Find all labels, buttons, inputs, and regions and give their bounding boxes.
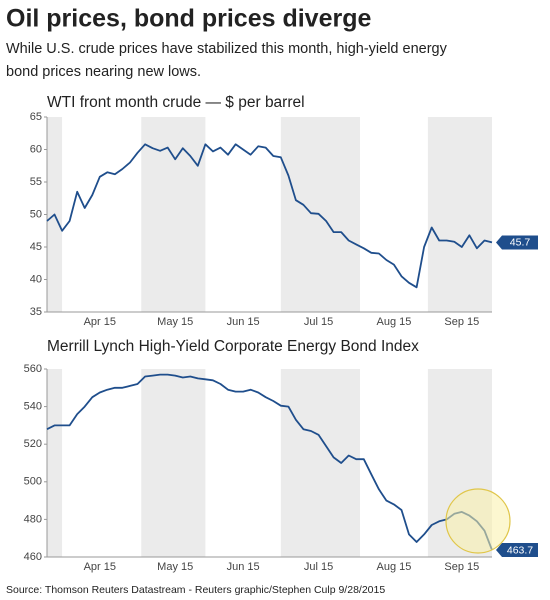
- month-band: [427, 117, 492, 312]
- value-label: 463.7: [507, 544, 533, 556]
- x-tick-label: Aug 15: [377, 316, 412, 328]
- y-tick-label: 560: [24, 363, 42, 375]
- y-tick-label: 50: [30, 208, 42, 220]
- subtitle: While U.S. crude prices have stabilized …: [6, 41, 448, 57]
- y-tick-label: 55: [30, 176, 42, 188]
- x-tick-label: Sep 15: [444, 561, 479, 573]
- x-tick-label: Apr 15: [84, 316, 116, 328]
- highlight-circle: [445, 488, 511, 554]
- value-label: 45.7: [510, 237, 531, 249]
- month-band: [141, 369, 206, 557]
- chart-title: Merrill Lynch High-Yield Corporate Energ…: [47, 338, 419, 355]
- x-tick-label: Jun 15: [227, 316, 260, 328]
- y-tick-label: 35: [30, 306, 42, 318]
- y-tick-label: 500: [24, 476, 42, 488]
- value-flag: [496, 543, 538, 558]
- page-title: Oil prices, bond prices diverge: [6, 5, 371, 33]
- x-tick-label: Aug 15: [377, 561, 412, 573]
- x-tick-label: Jul 15: [304, 316, 333, 328]
- y-tick-label: 65: [30, 111, 42, 123]
- line: [46, 373, 493, 551]
- value-flag: [496, 235, 538, 250]
- y-tick-label: 460: [24, 551, 42, 563]
- x-tick-label: Sep 15: [444, 316, 479, 328]
- y-tick-label: 60: [30, 143, 42, 155]
- source: Source: Thomson Reuters Datastream - Reu…: [6, 584, 385, 596]
- subtitle: bond prices nearing new lows.: [6, 64, 201, 80]
- x-tick-label: May 15: [157, 561, 193, 573]
- y-tick-label: 40: [30, 273, 42, 285]
- y-tick-label: 45: [30, 241, 42, 253]
- month-band: [141, 117, 206, 312]
- line: [46, 143, 493, 289]
- x-tick-label: Jul 15: [304, 561, 333, 573]
- month-band: [280, 369, 361, 557]
- y-tick-label: 480: [24, 513, 42, 525]
- chart-title: WTI front month crude — $ per barrel: [47, 94, 305, 111]
- month-band: [47, 369, 63, 557]
- x-tick-label: Apr 15: [84, 561, 116, 573]
- x-tick-label: Jun 15: [227, 561, 260, 573]
- y-tick-label: 520: [24, 438, 42, 450]
- y-tick-label: 540: [24, 401, 42, 413]
- x-tick-label: May 15: [157, 316, 193, 328]
